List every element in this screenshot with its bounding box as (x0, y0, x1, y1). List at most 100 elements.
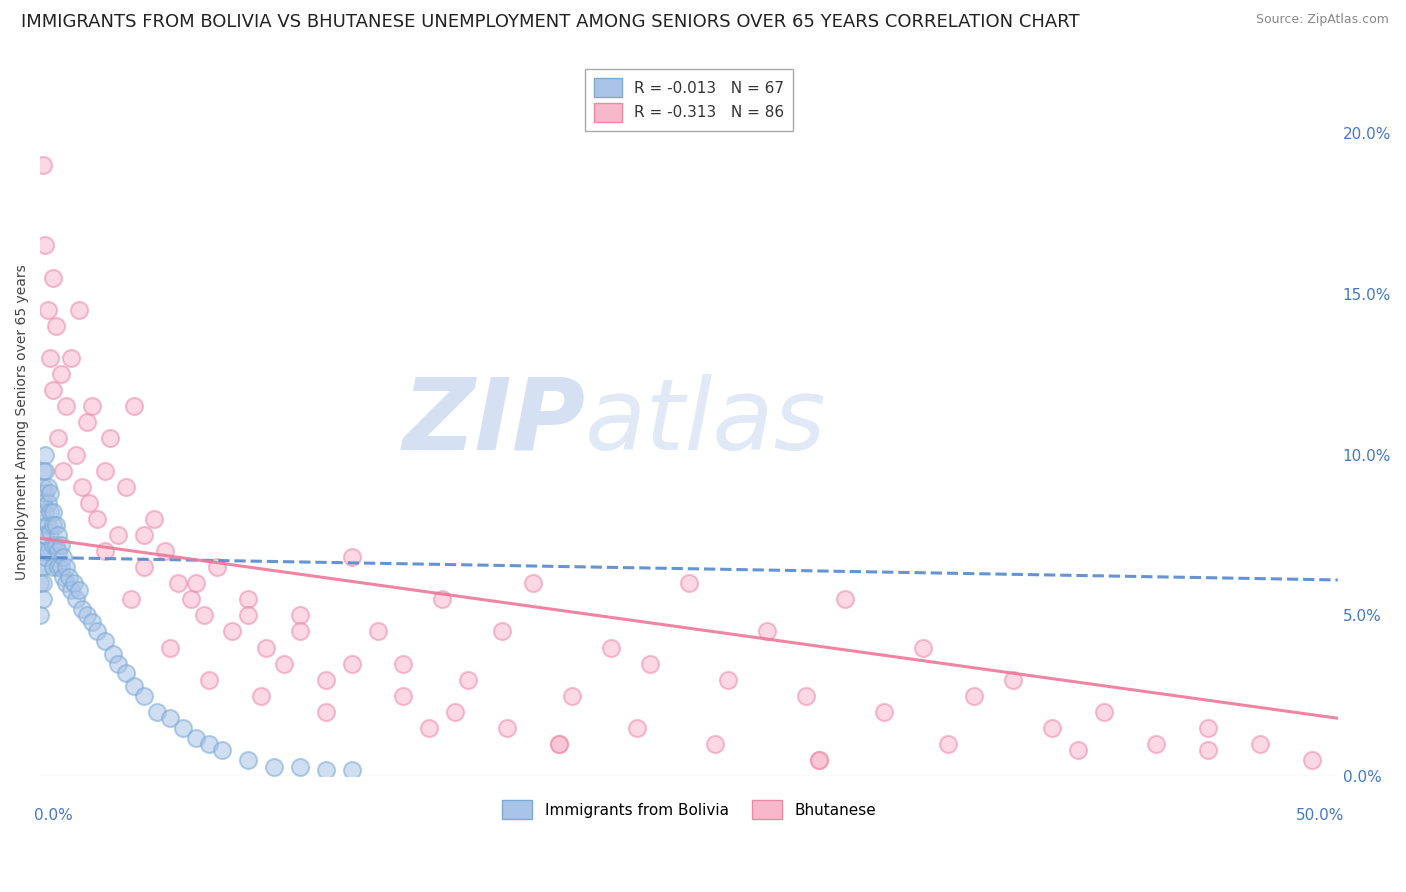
Point (101, 647, 124, 661)
Point (52, 464, 75, 478)
Point (55, 576, 77, 591)
Point (184, 731, 207, 745)
Point (46, 560, 69, 574)
Point (193, 608, 215, 623)
Point (122, 399, 145, 413)
Point (94, 464, 117, 478)
Legend: Immigrants from Bolivia, Bhutanese: Immigrants from Bolivia, Bhutanese (496, 794, 882, 825)
Point (31, 528, 53, 542)
Point (198, 737, 221, 751)
Point (491, 624, 513, 639)
Point (37, 480, 59, 494)
Point (52, 550, 75, 565)
Point (37, 496, 59, 510)
Point (80, 615, 103, 629)
Point (211, 743, 233, 757)
Point (1197, 721, 1219, 735)
Point (46, 432, 69, 446)
Point (34, 464, 56, 478)
Point (42, 560, 65, 574)
Point (340, 657, 363, 671)
Point (70, 602, 93, 616)
Point (58, 570, 80, 584)
Text: atlas: atlas (585, 374, 827, 471)
Point (366, 624, 388, 639)
Point (254, 640, 277, 655)
Point (834, 592, 856, 607)
Point (432, 592, 454, 607)
Point (65, 448, 87, 462)
Point (30, 576, 52, 591)
Point (46, 528, 69, 542)
Point (67, 302, 90, 317)
Point (807, 753, 830, 767)
Point (315, 673, 337, 687)
Point (42, 383, 65, 397)
Point (114, 480, 136, 494)
Point (703, 737, 725, 751)
Point (340, 763, 363, 777)
Point (938, 737, 960, 751)
Point (143, 512, 166, 526)
Point (49, 367, 72, 381)
Point (79, 496, 101, 510)
Point (39, 351, 62, 365)
Point (638, 657, 661, 671)
Point (755, 624, 778, 639)
Point (288, 759, 311, 773)
Point (717, 673, 740, 687)
Point (444, 705, 467, 719)
Point (55, 399, 77, 413)
Point (288, 608, 311, 623)
Point (39, 486, 62, 500)
Point (42, 518, 65, 533)
Point (37, 518, 59, 533)
Point (31, 496, 53, 510)
Point (31, 592, 53, 607)
Point (496, 721, 519, 735)
Point (37, 544, 59, 558)
Point (132, 528, 155, 542)
Point (45, 318, 67, 333)
Point (31, 158, 53, 172)
Point (34, 528, 56, 542)
Point (76, 415, 98, 429)
Point (273, 657, 295, 671)
Point (180, 592, 202, 607)
Point (340, 550, 363, 565)
Point (55, 560, 77, 574)
Point (30, 560, 52, 574)
Point (184, 576, 207, 591)
Text: 50.0%: 50.0% (1296, 808, 1344, 823)
Point (626, 721, 648, 735)
Point (807, 753, 830, 767)
Point (114, 666, 136, 681)
Point (37, 302, 59, 317)
Point (392, 657, 415, 671)
Point (457, 673, 479, 687)
Point (288, 624, 311, 639)
Point (1092, 705, 1115, 719)
Point (86, 624, 108, 639)
Point (34, 505, 56, 519)
Point (166, 576, 188, 591)
Point (52, 570, 75, 584)
Point (107, 528, 129, 542)
Point (1144, 737, 1167, 751)
Point (30, 544, 52, 558)
Point (205, 560, 228, 574)
Point (31, 560, 53, 574)
Point (46, 544, 69, 558)
Point (1249, 737, 1271, 751)
Point (42, 270, 65, 285)
Point (39, 505, 62, 519)
Point (963, 689, 986, 703)
Point (548, 737, 571, 751)
Point (872, 705, 894, 719)
Point (132, 689, 155, 703)
Point (249, 689, 271, 703)
Point (172, 721, 194, 735)
Point (76, 608, 98, 623)
Point (236, 753, 259, 767)
Text: IMMIGRANTS FROM BOLIVIA VS BHUTANESE UNEMPLOYMENT AMONG SENIORS OVER 65 YEARS CO: IMMIGRANTS FROM BOLIVIA VS BHUTANESE UNE… (21, 13, 1080, 31)
